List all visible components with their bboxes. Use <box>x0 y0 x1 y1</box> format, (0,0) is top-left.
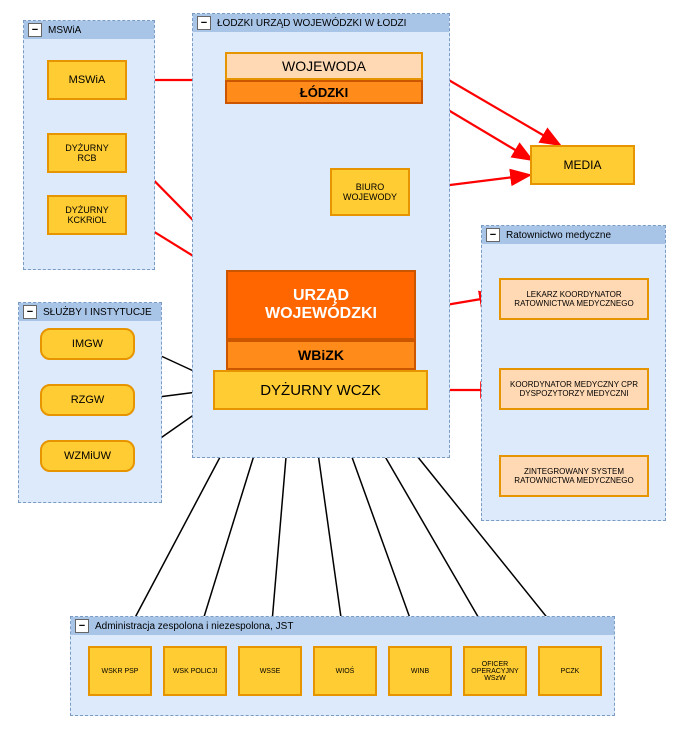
node-dyzurny_wczk[interactable]: DYŻURNY WCZK <box>213 370 428 410</box>
node-pczk[interactable]: PCZK <box>538 646 602 696</box>
collapse-toggle-ratownictwo[interactable]: − <box>486 228 500 242</box>
node-oficer[interactable]: OFICER OPERACYJNY WSzW <box>463 646 527 696</box>
node-lekarz[interactable]: LEKARZ KOORDYNATOR RATOWNICTWA MEDYCZNEG… <box>499 278 649 320</box>
container-title-lodzki: ŁODZKI URZĄD WOJEWÓDZKI W ŁODZI <box>217 18 406 29</box>
collapse-toggle-lodzki[interactable]: − <box>197 16 211 30</box>
collapse-toggle-mswia[interactable]: − <box>28 23 42 37</box>
node-wskr_psp[interactable]: WSKR PSP <box>88 646 152 696</box>
node-wzmiuw[interactable]: WZMiUW <box>40 440 135 472</box>
container-header-mswia: −MSWiA <box>24 21 154 39</box>
container-title-admin: Administracja zespolona i niezespolona, … <box>95 621 293 632</box>
node-wios[interactable]: WIOŚ <box>313 646 377 696</box>
node-rzgw[interactable]: RZGW <box>40 384 135 416</box>
collapse-toggle-admin[interactable]: − <box>75 619 89 633</box>
node-wojewoda_top[interactable]: WOJEWODA <box>225 52 423 80</box>
container-title-sluzby: SŁUŻBY I INSTYTUCJE <box>43 307 152 318</box>
container-header-admin: −Administracja zespolona i niezespolona,… <box>71 617 614 635</box>
node-urzad[interactable]: URZĄD WOJEWÓDZKI <box>226 270 416 340</box>
node-wsse[interactable]: WSSE <box>238 646 302 696</box>
collapse-toggle-sluzby[interactable]: − <box>23 305 37 319</box>
node-biuro[interactable]: BIURO WOJEWODY <box>330 168 410 216</box>
node-wbizk[interactable]: WBiZK <box>226 340 416 370</box>
node-media[interactable]: MEDIA <box>530 145 635 185</box>
container-title-mswia: MSWiA <box>48 25 81 36</box>
node-wojewoda_bottom[interactable]: ŁÓDZKI <box>225 80 423 104</box>
node-zintegr[interactable]: ZINTEGROWANY SYSTEM RATOWNICTWA MEDYCZNE… <box>499 455 649 497</box>
node-dyzurny_rcb[interactable]: DYŻURNY RCB <box>47 133 127 173</box>
node-winb[interactable]: WINB <box>388 646 452 696</box>
container-title-ratownictwo: Ratownictwo medyczne <box>506 230 611 241</box>
node-wsk_policji[interactable]: WSK POLICJI <box>163 646 227 696</box>
node-imgw[interactable]: IMGW <box>40 328 135 360</box>
container-header-lodzki: −ŁODZKI URZĄD WOJEWÓDZKI W ŁODZI <box>193 14 449 32</box>
node-mswia_box[interactable]: MSWiA <box>47 60 127 100</box>
node-dyzurny_kck[interactable]: DYŻURNY KCKRiOL <box>47 195 127 235</box>
node-koord[interactable]: KOORDYNATOR MEDYCZNY CPR DYSPOZYTORZY ME… <box>499 368 649 410</box>
container-header-ratownictwo: −Ratownictwo medyczne <box>482 226 665 244</box>
container-header-sluzby: −SŁUŻBY I INSTYTUCJE <box>19 303 161 321</box>
